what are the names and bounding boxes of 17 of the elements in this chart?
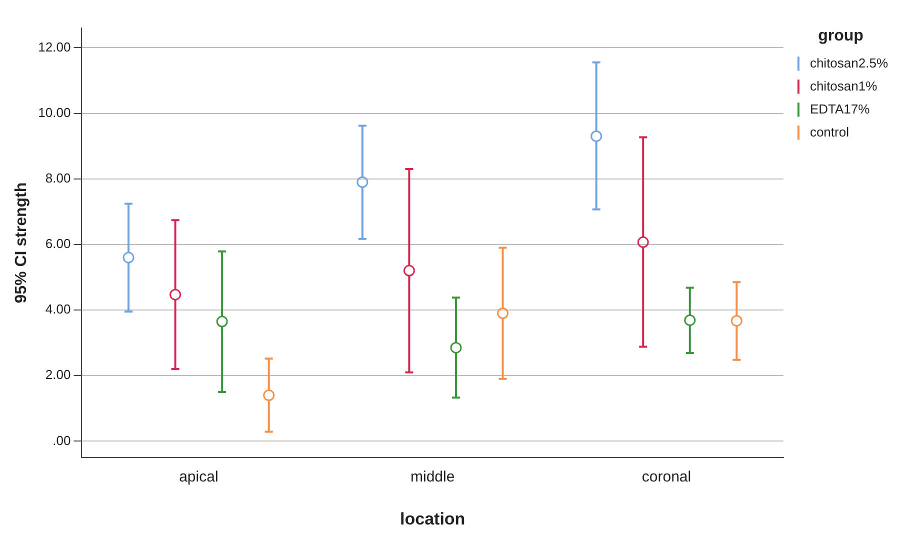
y-tick-label: 10.00	[38, 104, 71, 120]
y-tick-label: 6.00	[45, 236, 71, 252]
y-tick-label: 2.00	[45, 367, 71, 382]
x-axis-title: location	[400, 509, 466, 528]
legend-label: chitosan1%	[810, 78, 878, 94]
x-tick-label: middle	[410, 468, 455, 486]
legend-label: EDTA17%	[810, 101, 870, 116]
legend-title: group	[818, 27, 864, 44]
y-tick-label: .00	[52, 432, 71, 448]
legend-label: chitosan2.5%	[810, 55, 888, 70]
y-tick-label: 4.00	[45, 302, 71, 317]
legend-label: control	[810, 124, 850, 140]
x-tick-label: apical	[179, 468, 218, 486]
y-axis-title: 95% CI strength	[13, 182, 30, 304]
x-tick-label: coronal	[642, 468, 692, 486]
y-tick-label: 8.00	[45, 170, 71, 186]
y-tick-label: 12.00	[38, 39, 71, 54]
